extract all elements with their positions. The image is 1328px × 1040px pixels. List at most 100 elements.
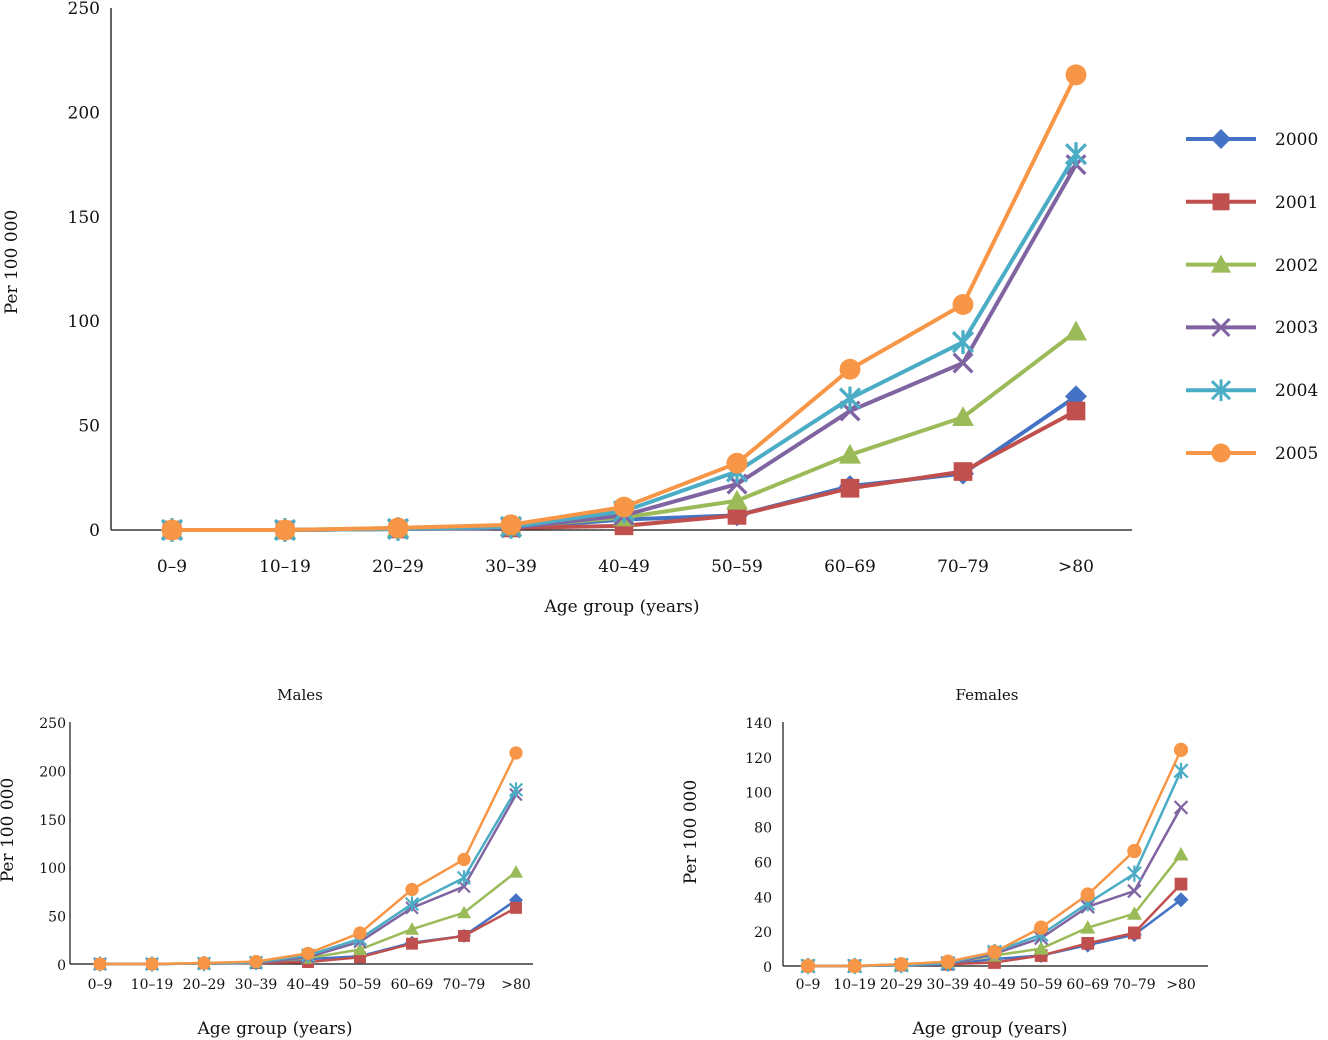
overall-point-2005 (387, 517, 409, 539)
legend-item-2000: 2000 (1186, 129, 1318, 150)
females-y-tick-label: 80 (754, 821, 772, 837)
females-point-2001 (1174, 877, 1188, 891)
females-point-2004 (1173, 762, 1189, 779)
males-point-2005 (301, 946, 315, 961)
legend-symbol-2005 (1211, 443, 1231, 463)
overall-x-tick-label: 0–9 (157, 557, 187, 577)
overall-point-2005 (500, 514, 522, 536)
legend-label-2002: 2002 (1275, 256, 1318, 276)
males-x-tick-label: 50–59 (339, 977, 382, 993)
legend-item-2004: 2004 (1186, 379, 1318, 401)
males-point-2005 (249, 954, 263, 969)
chart-females-y-ticks: 0 20 40 60 80 100 120 140 (745, 716, 772, 976)
legend-marker-2005 (1186, 443, 1256, 463)
females-y-tick-label: 140 (745, 716, 772, 732)
males-point-2004 (456, 870, 472, 886)
overall-y-tick-label: 0 (89, 521, 100, 541)
females-y-tick-label: 0 (763, 960, 772, 976)
legend-label-2000: 2000 (1275, 130, 1318, 150)
legend-item-2001: 2001 (1186, 193, 1318, 213)
males-x-tick-label: 10–19 (131, 977, 174, 993)
overall-series-2005 (161, 64, 1087, 541)
males-point-2005 (509, 746, 523, 760)
overall-line-2005 (172, 73, 1078, 532)
males-line-2005 (100, 752, 518, 966)
females-series-2004 (800, 762, 1189, 975)
females-point-2005 (940, 954, 955, 969)
females-point-2000 (1173, 892, 1189, 908)
females-series-2005 (800, 742, 1189, 974)
males-point-2005 (145, 957, 159, 971)
males-point-2001 (406, 937, 418, 950)
males-point-2005 (93, 957, 107, 971)
chart-overall-x-ticks: 0–9 10–19 20–29 30–39 40–49 50–59 60–69 70–79 >8… (157, 557, 1094, 577)
legend-marker-2004 (1186, 379, 1256, 401)
overall-y-tick-label: 50 (78, 417, 100, 437)
females-x-tick-label: 60–69 (1066, 977, 1109, 993)
females-line-2005 (808, 749, 1183, 968)
overall-point-2003 (952, 352, 974, 374)
chart-males-series (92, 746, 524, 972)
females-y-tick-label: 40 (754, 890, 772, 906)
females-point-2004 (1126, 865, 1142, 882)
males-x-tick-label: 20–29 (183, 977, 226, 993)
males-point-2001 (458, 929, 470, 942)
males-x-tick-label: >80 (501, 977, 531, 993)
males-point-2005 (405, 882, 419, 897)
males-point-2002 (509, 865, 523, 878)
overall-y-tick-label: 200 (68, 103, 100, 123)
males-point-2002 (353, 942, 367, 956)
overall-x-tick-label: 50–59 (711, 557, 763, 577)
legend-symbol-2004 (1210, 379, 1232, 401)
females-x-tick-label: >80 (1166, 977, 1196, 993)
females-x-tick-label: 10–19 (833, 977, 876, 993)
males-point-2001 (354, 951, 366, 964)
males-y-tick-label: 250 (39, 716, 66, 732)
overall-point-2001 (727, 506, 747, 525)
females-x-tick-label: 0–9 (796, 977, 821, 993)
chart-overall-y-label: Per 100 000 (2, 210, 22, 315)
overall-point-2005 (952, 294, 974, 315)
males-point-2004 (508, 782, 524, 798)
females-point-2005 (1173, 742, 1189, 758)
overall-point-2005 (274, 519, 296, 541)
overall-point-2005 (726, 452, 748, 474)
overall-point-2002 (839, 443, 861, 464)
males-point-2004 (404, 896, 420, 912)
males-y-tick-label: 50 (48, 910, 66, 926)
females-point-2002 (1033, 941, 1049, 955)
females-point-2005 (1080, 887, 1095, 902)
males-x-tick-label: 60–69 (391, 977, 434, 993)
overall-y-tick-label: 150 (68, 208, 100, 228)
overall-x-tick-label: 20–29 (372, 557, 424, 577)
overall-series-2003 (161, 154, 1087, 541)
males-y-tick-label: 100 (39, 861, 66, 877)
females-y-tick-label: 120 (745, 751, 772, 767)
females-x-tick-label: 50–59 (1020, 977, 1063, 993)
females-point-2005 (800, 958, 816, 974)
overall-point-2002 (726, 489, 748, 510)
legend-item-2003: 2003 (1186, 317, 1318, 338)
overall-point-2001 (840, 478, 860, 498)
females-point-2002 (1173, 846, 1189, 861)
legend-symbol-2003 (1211, 317, 1231, 337)
chart-females-series (800, 742, 1189, 975)
males-y-tick-label: 0 (57, 958, 66, 974)
males-point-2005 (353, 926, 367, 940)
legend-label-2004: 2004 (1275, 381, 1318, 401)
legend-marker-2001 (1186, 193, 1256, 211)
females-x-tick-label: 40–49 (973, 977, 1016, 993)
overall-x-tick-label: 30–39 (485, 557, 537, 577)
legend-item-2002: 2002 (1186, 254, 1318, 276)
chart-males-x-label: Age group (years) (196, 1019, 352, 1039)
chart-females-y-label: Per 100 000 (681, 780, 701, 885)
overall-x-tick-label: 70–79 (937, 557, 989, 577)
males-point-2002 (405, 922, 419, 935)
females-point-2005 (987, 944, 1002, 960)
overall-point-2005 (839, 358, 861, 380)
chart-males-y-label: Per 100 000 (0, 778, 18, 883)
females-point-2005 (847, 958, 862, 974)
overall-point-2004 (838, 386, 862, 411)
overall-y-tick-label: 250 (68, 0, 100, 19)
